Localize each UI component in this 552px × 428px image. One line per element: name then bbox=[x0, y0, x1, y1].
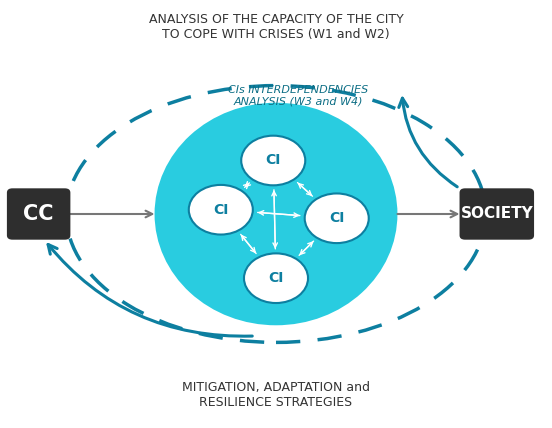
Text: ANALYSIS OF THE CAPACITY OF THE CITY
TO COPE WITH CRISES (W1 and W2): ANALYSIS OF THE CAPACITY OF THE CITY TO … bbox=[148, 13, 404, 41]
Text: CI: CI bbox=[266, 154, 281, 167]
Text: CIs INTERDEPENDENCIES
ANALYSIS (W3 and W4): CIs INTERDEPENDENCIES ANALYSIS (W3 and W… bbox=[228, 86, 368, 107]
Text: MITIGATION, ADAPTATION and
RESILIENCE STRATEGIES: MITIGATION, ADAPTATION and RESILIENCE ST… bbox=[182, 381, 370, 409]
Circle shape bbox=[189, 185, 253, 235]
Circle shape bbox=[305, 193, 369, 243]
Ellipse shape bbox=[155, 103, 397, 325]
Circle shape bbox=[244, 253, 308, 303]
Text: CI: CI bbox=[213, 203, 229, 217]
Circle shape bbox=[241, 136, 305, 185]
Text: CC: CC bbox=[23, 204, 54, 224]
FancyBboxPatch shape bbox=[7, 188, 71, 240]
Text: CI: CI bbox=[329, 211, 344, 225]
Text: CI: CI bbox=[268, 271, 284, 285]
Text: SOCIETY: SOCIETY bbox=[460, 206, 533, 222]
FancyBboxPatch shape bbox=[459, 188, 534, 240]
